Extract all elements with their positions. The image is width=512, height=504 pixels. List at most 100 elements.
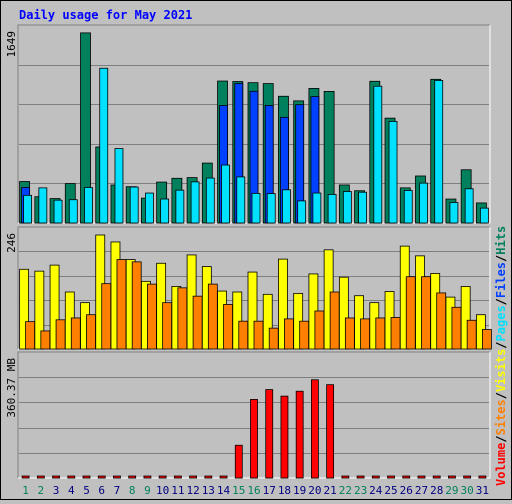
bar-pages-7 bbox=[114, 148, 124, 224]
bar-sites-17 bbox=[268, 327, 279, 350]
x-tick-label-19: 19 bbox=[293, 484, 306, 497]
bar-sites-13 bbox=[207, 283, 218, 350]
bar-sites-25 bbox=[390, 317, 401, 350]
bar-pages-12 bbox=[190, 181, 200, 224]
bar-sites-28 bbox=[436, 292, 447, 350]
bar-pages-3 bbox=[53, 199, 63, 224]
y-tick-label-bottom: 360.37 MB bbox=[5, 358, 18, 418]
legend-item-pages: Pages bbox=[494, 305, 508, 341]
bar-sites-26 bbox=[405, 276, 416, 350]
x-tick-label-22: 22 bbox=[339, 484, 352, 497]
legend-separator: / bbox=[494, 392, 508, 399]
x-tick-label-14: 14 bbox=[217, 484, 231, 497]
bar-volume-3 bbox=[52, 475, 60, 479]
bar-volume-1 bbox=[21, 475, 30, 479]
bar-pages-29 bbox=[449, 202, 459, 224]
x-tick-label-13: 13 bbox=[202, 484, 215, 497]
x-tick-label-31: 31 bbox=[476, 484, 489, 497]
bar-sites-23 bbox=[360, 318, 370, 350]
bar-volume-19 bbox=[295, 390, 304, 479]
bar-volume-17 bbox=[265, 389, 274, 479]
x-tick-label-30: 30 bbox=[461, 484, 474, 497]
x-tick-label-12: 12 bbox=[186, 484, 199, 497]
bar-sites-3 bbox=[55, 319, 66, 350]
bar-visits-18 bbox=[278, 258, 288, 350]
bar-volume-31 bbox=[478, 475, 487, 479]
x-tick-label-3: 3 bbox=[53, 484, 60, 497]
bar-pages-27 bbox=[419, 182, 428, 224]
bar-visits-1 bbox=[19, 268, 30, 350]
bar-volume-10 bbox=[158, 475, 167, 479]
x-tick-label-26: 26 bbox=[400, 484, 413, 497]
bar-volume-22 bbox=[341, 475, 350, 479]
bar-volume-20 bbox=[311, 379, 319, 479]
chart-title: Daily usage for May 2021 bbox=[19, 8, 192, 22]
bar-pages-1 bbox=[23, 194, 33, 224]
bar-volume-25 bbox=[387, 475, 395, 479]
bar-sites-24 bbox=[375, 317, 386, 350]
bar-sites-10 bbox=[162, 302, 173, 350]
x-tick-label-6: 6 bbox=[98, 484, 105, 497]
legend-item-visits: Visits bbox=[494, 349, 508, 392]
bar-volume-2 bbox=[36, 475, 45, 479]
bar-volume-11 bbox=[173, 475, 182, 479]
bar-visits-3 bbox=[49, 264, 60, 350]
bar-volume-7 bbox=[113, 475, 121, 479]
legend-item-volume: Volume bbox=[494, 443, 508, 486]
bar-volume-13 bbox=[204, 475, 213, 479]
bar-sites-22 bbox=[344, 317, 355, 350]
bar-pages-26 bbox=[403, 190, 413, 224]
x-tick-label-21: 21 bbox=[324, 484, 337, 497]
bar-sites-27 bbox=[421, 276, 431, 350]
bar-pages-13 bbox=[205, 177, 215, 224]
legend: Volume/Sites/Visits/Pages/Files/Hits bbox=[494, 226, 508, 486]
bar-volume-8 bbox=[128, 475, 137, 479]
x-tick-label-5: 5 bbox=[83, 484, 90, 497]
bar-sites-2 bbox=[40, 330, 51, 350]
bar-volume-18 bbox=[280, 395, 289, 479]
bar-pages-20 bbox=[312, 192, 322, 224]
bar-pages-19 bbox=[297, 200, 307, 224]
x-tick-label-9: 9 bbox=[144, 484, 151, 497]
bar-pages-30 bbox=[464, 188, 474, 224]
x-tick-label-27: 27 bbox=[415, 484, 428, 497]
bar-sites-20 bbox=[314, 310, 325, 350]
bar-volume-30 bbox=[463, 475, 472, 479]
bar-sites-21 bbox=[329, 291, 340, 350]
bar-pages-28 bbox=[434, 80, 444, 224]
bar-pages-31 bbox=[479, 207, 489, 224]
legend-item-files: Files bbox=[494, 262, 508, 298]
bar-sites-14 bbox=[223, 304, 233, 350]
bar-volume-24 bbox=[371, 475, 380, 479]
legend-separator: / bbox=[494, 435, 508, 442]
bar-sites-11 bbox=[177, 287, 188, 350]
x-tick-label-15: 15 bbox=[232, 484, 245, 497]
bar-sites-9 bbox=[147, 283, 157, 350]
x-tick-label-7: 7 bbox=[114, 484, 121, 497]
bar-visits-16 bbox=[247, 271, 258, 350]
x-tick-label-20: 20 bbox=[308, 484, 321, 497]
bar-pages-5 bbox=[84, 187, 93, 224]
panel-middle-edge-dark bbox=[17, 226, 490, 349]
x-tick-label-4: 4 bbox=[68, 484, 75, 497]
bar-volume-23 bbox=[356, 475, 365, 479]
y-tick-label-middle: 246 bbox=[5, 233, 18, 253]
x-tick-label-18: 18 bbox=[278, 484, 291, 497]
bar-pages-11 bbox=[175, 189, 185, 224]
bar-sites-15 bbox=[238, 320, 249, 350]
bar-sites-8 bbox=[131, 261, 142, 350]
bar-volume-28 bbox=[432, 475, 441, 479]
bar-volume-26 bbox=[402, 475, 411, 479]
legend-separator: / bbox=[494, 341, 508, 348]
x-tick-label-8: 8 bbox=[129, 484, 136, 497]
bar-sites-12 bbox=[192, 295, 203, 350]
bar-sites-7 bbox=[116, 259, 127, 350]
bar-sites-1 bbox=[25, 321, 36, 350]
bar-pages-17 bbox=[266, 193, 276, 224]
bar-sites-30 bbox=[466, 319, 477, 350]
bar-volume-4 bbox=[67, 475, 76, 479]
bar-volume-21 bbox=[326, 384, 335, 479]
x-tick-label-16: 16 bbox=[247, 484, 260, 497]
